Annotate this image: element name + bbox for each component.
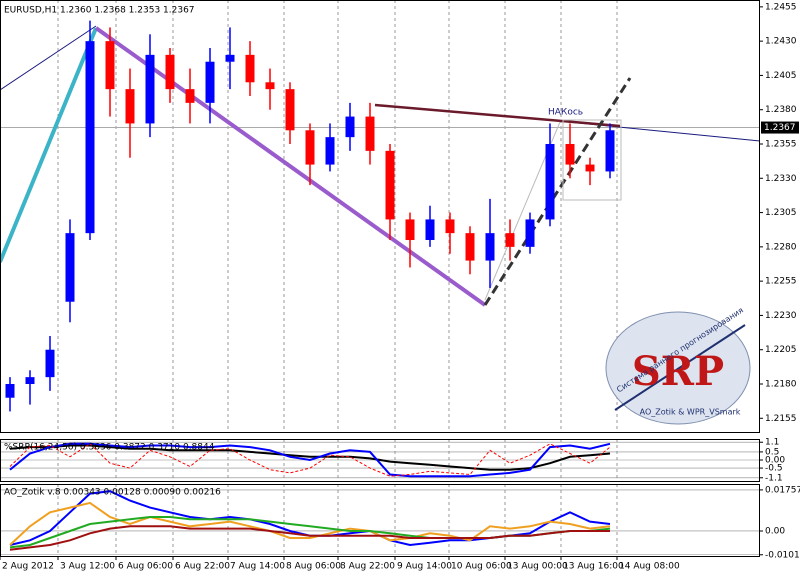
series-line [9, 501, 611, 546]
candle-body [245, 54, 255, 83]
y-tick-label: 1.2255 [765, 277, 797, 287]
y-tick-label: -1.1 [765, 473, 783, 483]
candle-body [605, 130, 615, 172]
candle-body [465, 233, 475, 261]
candle-body [185, 89, 195, 103]
candle-body [385, 150, 395, 220]
trend-line [0, 25, 97, 91]
candle-body [105, 41, 115, 90]
logo-caption: AO_Zotik & WPR_VSmark [640, 408, 741, 417]
neckline [374, 103, 621, 128]
x-tick-label: 6 Aug 06:00 [118, 562, 173, 572]
x-tick-label: 13 Aug 16:00 [563, 562, 624, 572]
y-tick-label: 1.2430 [765, 37, 797, 47]
price-box [761, 121, 799, 134]
trend-line [0, 27, 98, 263]
dashed-trend [483, 77, 632, 306]
series-line [9, 443, 611, 477]
x-tick-label: 3 Aug 12:00 [60, 562, 115, 572]
y-tick-label: 0.00 [765, 456, 785, 466]
candle-body [505, 233, 515, 247]
candle-body [205, 61, 215, 103]
candle-body [545, 144, 555, 220]
y-tick-label: 1.2405 [765, 71, 797, 81]
candle-body [125, 89, 135, 124]
series-line [9, 442, 611, 478]
candle-body [225, 54, 235, 62]
x-tick-label: 14 Aug 08:00 [619, 562, 680, 572]
candle-body [145, 54, 155, 124]
frames [0, 0, 760, 557]
candle-body [565, 144, 575, 165]
candle-body [285, 89, 295, 131]
series-line [9, 525, 610, 551]
plot-layer [5, 20, 615, 551]
candle-body [85, 41, 95, 234]
candle-body [485, 233, 495, 261]
candle-body [525, 219, 535, 247]
y-tick-label: -0.5 [765, 464, 783, 474]
y-tick-label: 1.2330 [765, 174, 797, 184]
candle-body [265, 82, 275, 90]
candle-body [5, 384, 15, 398]
y-tick-label: 0.01757 [765, 485, 800, 495]
x-tick-label: 8 Aug 06:00 [286, 562, 341, 572]
x-tick-label: 6 Aug 22:00 [175, 562, 230, 572]
y-tick-label: 1.2230 [765, 311, 797, 321]
drawings [0, 25, 761, 307]
candle-body [305, 130, 315, 165]
logo-arrow [614, 324, 746, 411]
y-tick-label: 1.2455 [765, 2, 797, 12]
x-tick-label: 7 Aug 14:00 [230, 562, 285, 572]
y-tick-label: 1.2205 [765, 345, 797, 355]
price-label: 1.2367 [764, 123, 796, 133]
candle-body [65, 233, 75, 302]
y-tick-label: 0.5 [765, 447, 779, 457]
candle-body [165, 54, 175, 90]
y-tick-label: 1.1 [765, 438, 779, 448]
main-panel [0, 0, 760, 433]
candle-body [405, 219, 415, 240]
candle-body [365, 116, 375, 151]
x-tick-label: 2 Aug 2012 [2, 562, 54, 572]
x-tick-label: 8 Aug 22:00 [340, 562, 395, 572]
y-tick-label: 1.2155 [765, 414, 797, 424]
chart-title: EURUSD,H1 1.2360 1.2368 1.2353 1.2367 [4, 6, 195, 16]
ao-panel [0, 484, 760, 557]
candle-body [25, 377, 35, 384]
trend-line [94, 26, 487, 307]
x-tick-label: 9 Aug 14:00 [397, 562, 452, 572]
candle-body [345, 116, 355, 138]
box [562, 119, 622, 201]
x-tick-label: 13 Aug 00:00 [507, 562, 568, 572]
candle-body [45, 349, 55, 378]
candle-body [445, 219, 455, 234]
indicator-title: %SRP(16,24,56) 0.3636 0.3872 0.3710 0.88… [4, 443, 215, 453]
series-line [9, 444, 611, 471]
srp-panel [0, 439, 760, 482]
y-tick-label: 1.2380 [765, 105, 797, 115]
y-tick-label: 1.2305 [765, 208, 797, 218]
x-tick-label: 10 Aug 06:00 [451, 562, 512, 572]
candle-body [425, 219, 435, 240]
y-tick-label: 1.2355 [765, 140, 797, 150]
logo: SRP Система раннего прогнозирования AO_Z… [605, 306, 751, 425]
annotation: НАКось [548, 108, 583, 118]
candle-body [325, 137, 335, 165]
logo-text: SRP [632, 348, 724, 395]
y-tick-label: 1.2280 [765, 242, 797, 252]
indicator-title: AO_Zotik v.8 0.00343 0.00128 0.00090 0.0… [4, 488, 221, 498]
y-tick-label: 1.2180 [765, 380, 797, 390]
y-tick-label: -0.01017 [765, 550, 800, 560]
y-tick-label: 0.00 [765, 526, 785, 536]
candle-body [585, 164, 595, 172]
